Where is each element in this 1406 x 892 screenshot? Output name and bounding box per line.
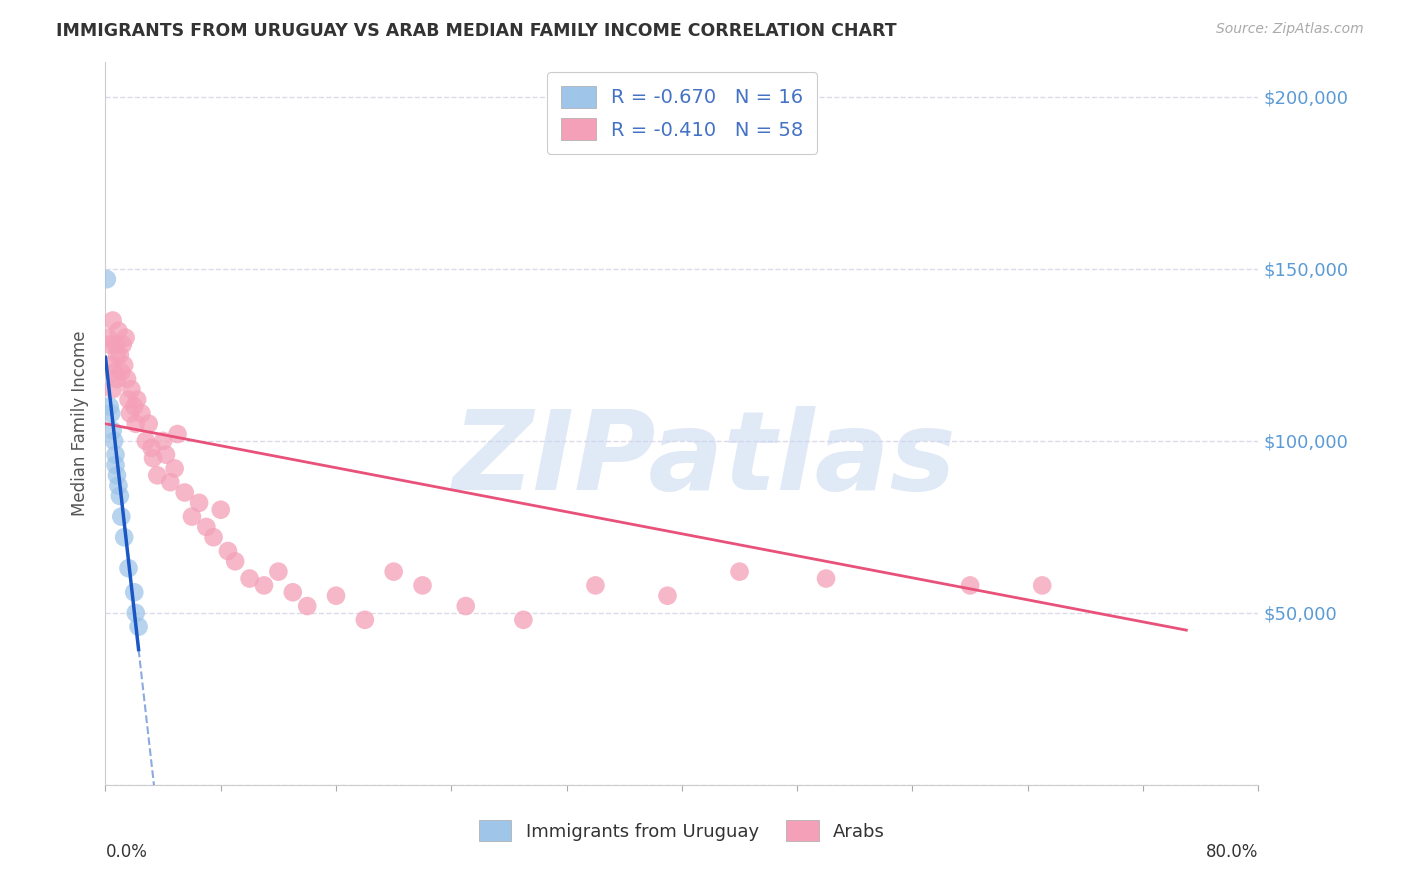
Point xyxy=(138,417,160,431)
Point xyxy=(104,458,127,472)
Point xyxy=(103,365,125,379)
Point xyxy=(354,613,377,627)
Point xyxy=(585,578,607,592)
Y-axis label: Median Family Income: Median Family Income xyxy=(72,331,90,516)
Point xyxy=(98,400,121,414)
Point xyxy=(131,406,153,420)
Point xyxy=(110,365,132,379)
Point xyxy=(411,578,433,592)
Point xyxy=(155,448,177,462)
Point xyxy=(117,561,139,575)
Point xyxy=(454,599,477,613)
Point xyxy=(281,585,304,599)
Point xyxy=(146,468,169,483)
Point xyxy=(1031,578,1053,592)
Point xyxy=(325,589,347,603)
Point xyxy=(152,434,174,448)
Point xyxy=(118,406,141,420)
Point xyxy=(217,544,239,558)
Point xyxy=(103,434,125,448)
Point xyxy=(112,530,135,544)
Point xyxy=(117,392,139,407)
Point xyxy=(512,613,534,627)
Point xyxy=(98,337,121,351)
Text: Source: ZipAtlas.com: Source: ZipAtlas.com xyxy=(1216,22,1364,37)
Text: 80.0%: 80.0% xyxy=(1206,843,1258,861)
Point xyxy=(107,324,129,338)
Point xyxy=(124,400,146,414)
Point xyxy=(125,606,148,620)
Point xyxy=(105,348,128,362)
Point xyxy=(128,620,150,634)
Point xyxy=(657,589,679,603)
Point xyxy=(100,406,122,420)
Point xyxy=(111,337,134,351)
Point xyxy=(728,565,751,579)
Point xyxy=(135,434,157,448)
Point xyxy=(163,461,186,475)
Point xyxy=(104,448,127,462)
Point xyxy=(253,578,276,592)
Text: 0.0%: 0.0% xyxy=(105,843,148,861)
Point xyxy=(100,358,122,372)
Point xyxy=(97,331,120,345)
Point xyxy=(105,372,128,386)
Point xyxy=(959,578,981,592)
Point xyxy=(101,424,124,438)
Point xyxy=(141,441,163,455)
Point xyxy=(142,451,165,466)
Point xyxy=(114,331,136,345)
Point xyxy=(180,509,204,524)
Point xyxy=(209,502,232,516)
Point xyxy=(107,478,129,492)
Point xyxy=(127,392,149,407)
Point xyxy=(125,417,148,431)
Point xyxy=(112,358,135,372)
Point xyxy=(96,272,118,286)
Point xyxy=(124,585,146,599)
Point xyxy=(108,348,131,362)
Text: ZIPatlas: ZIPatlas xyxy=(453,407,957,513)
Point xyxy=(101,313,124,327)
Text: IMMIGRANTS FROM URUGUAY VS ARAB MEDIAN FAMILY INCOME CORRELATION CHART: IMMIGRANTS FROM URUGUAY VS ARAB MEDIAN F… xyxy=(56,22,897,40)
Point xyxy=(110,509,132,524)
Point xyxy=(297,599,319,613)
Point xyxy=(815,572,838,586)
Point xyxy=(224,554,246,568)
Point xyxy=(104,337,127,351)
Point xyxy=(382,565,405,579)
Point xyxy=(188,496,211,510)
Point xyxy=(267,565,290,579)
Point xyxy=(105,468,128,483)
Legend: Immigrants from Uruguay, Arabs: Immigrants from Uruguay, Arabs xyxy=(471,813,893,848)
Point xyxy=(239,572,262,586)
Point xyxy=(173,485,195,500)
Point xyxy=(202,530,225,544)
Point xyxy=(101,382,124,396)
Point xyxy=(115,372,138,386)
Point xyxy=(195,520,218,534)
Point xyxy=(166,427,188,442)
Point xyxy=(120,382,142,396)
Point xyxy=(108,489,131,503)
Point xyxy=(159,475,181,490)
